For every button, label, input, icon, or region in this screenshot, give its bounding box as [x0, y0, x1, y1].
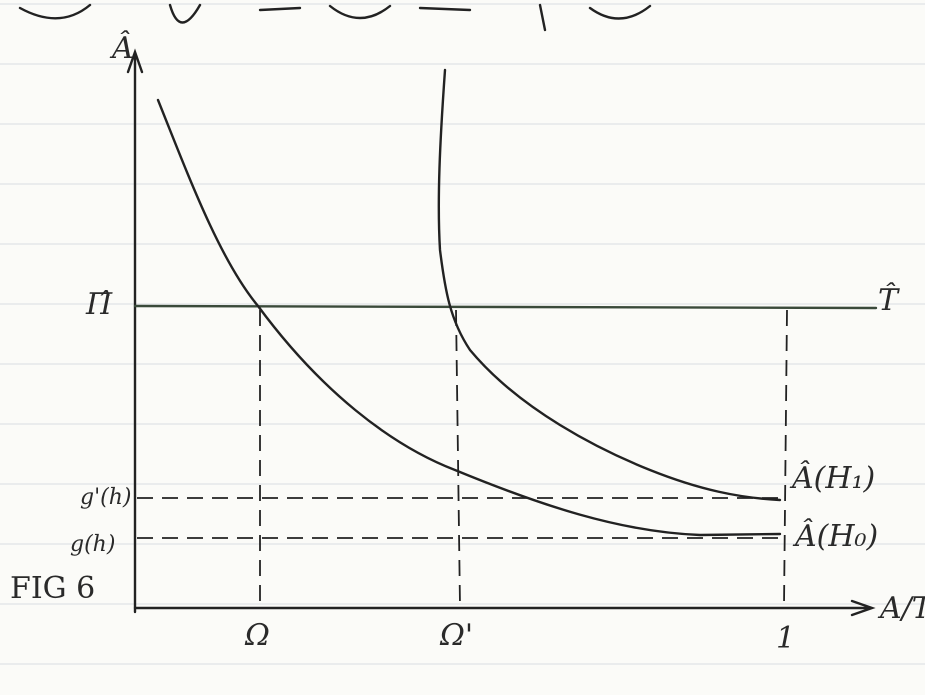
caption: FIG 6: [10, 571, 95, 606]
curve-h1: [437, 68, 782, 502]
x-axis-label: A/T: [877, 591, 925, 626]
guides: [137, 309, 788, 607]
x-axis: [133, 599, 876, 617]
x-mark: Ω': [439, 618, 473, 653]
pi-label-right: T̂: [878, 283, 900, 318]
y-axis: [126, 48, 144, 614]
y-mark: g'(h): [80, 485, 131, 510]
pi-label-left: Π̂: [85, 287, 113, 322]
x-mark: Ω: [244, 618, 270, 653]
curve-label: Â(H₀): [792, 518, 878, 554]
paper-lines: [0, 3, 925, 665]
pi-line: [133, 304, 878, 310]
top-scribble: [18, 3, 652, 32]
curve-label: Â(H₁): [789, 460, 875, 496]
y-mark: g(h): [70, 532, 115, 557]
curve-h0: [156, 98, 782, 537]
x-mark: 1: [776, 621, 795, 656]
y-axis-label: Â: [109, 30, 134, 66]
